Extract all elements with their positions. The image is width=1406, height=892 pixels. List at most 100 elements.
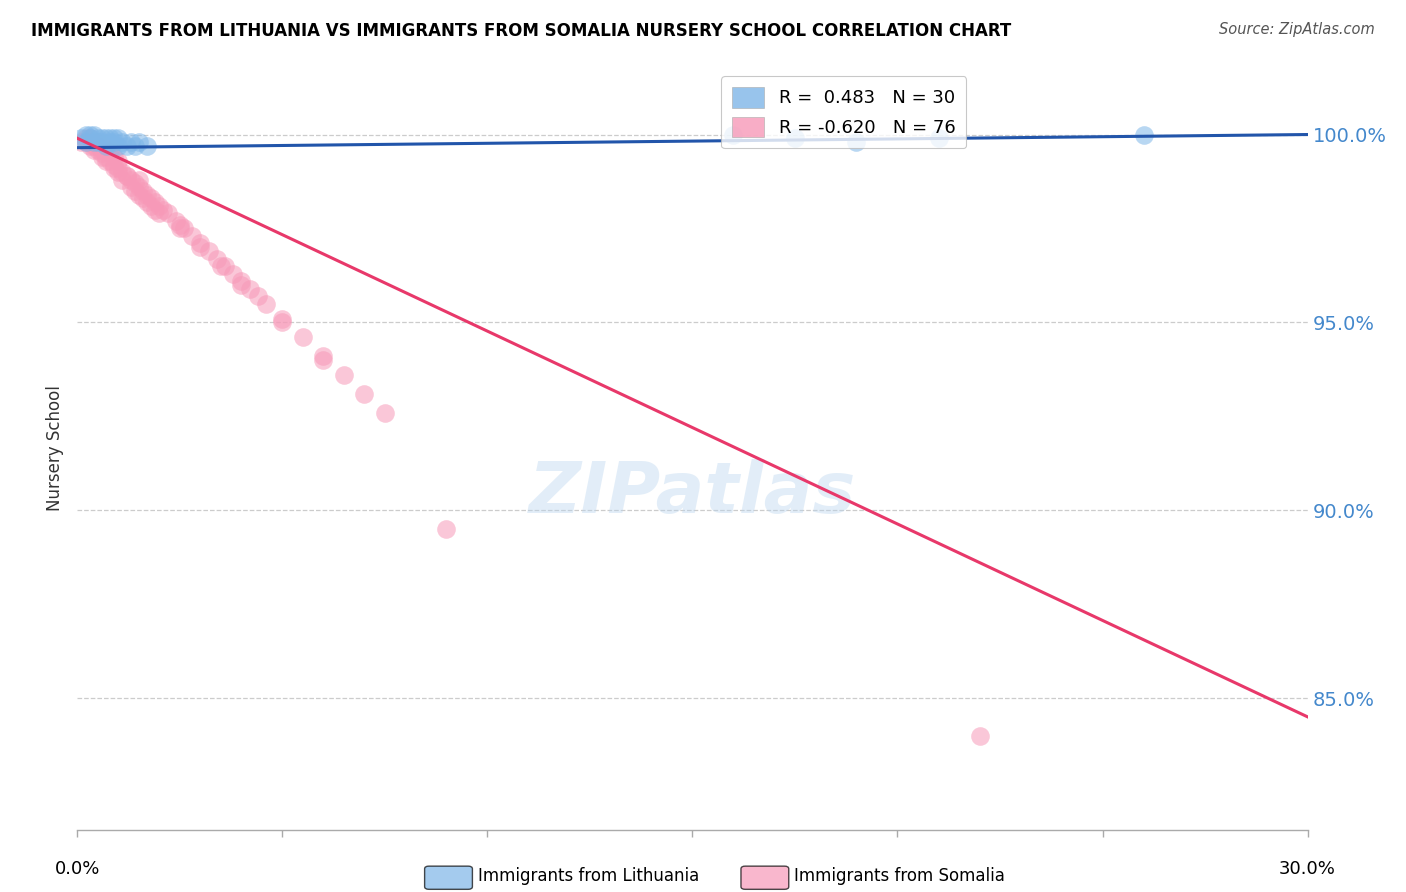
Point xyxy=(148,199,170,213)
Point xyxy=(783,131,806,145)
Point xyxy=(90,135,114,149)
Point xyxy=(83,135,105,149)
Point xyxy=(107,131,129,145)
Point xyxy=(103,158,125,172)
Point xyxy=(75,135,97,149)
Point xyxy=(79,138,101,153)
Point xyxy=(128,187,150,202)
Point xyxy=(132,184,155,198)
Point xyxy=(124,138,146,153)
Point xyxy=(87,131,110,145)
Point xyxy=(312,353,335,368)
Point xyxy=(209,259,232,273)
Point xyxy=(436,522,458,536)
Legend: R =  0.483   N = 30, R = -0.620   N = 76: R = 0.483 N = 30, R = -0.620 N = 76 xyxy=(721,76,966,148)
Point xyxy=(197,244,219,258)
Point xyxy=(103,135,125,149)
Point xyxy=(83,138,105,153)
Point xyxy=(128,135,150,149)
Point xyxy=(333,368,356,382)
Point xyxy=(79,131,101,145)
Point xyxy=(205,252,228,266)
Point xyxy=(70,135,93,149)
Point xyxy=(115,169,138,183)
Point xyxy=(188,236,212,251)
Point xyxy=(107,138,129,153)
Point xyxy=(103,150,125,164)
Point xyxy=(143,202,166,217)
Text: Source: ZipAtlas.com: Source: ZipAtlas.com xyxy=(1219,22,1375,37)
Point xyxy=(75,128,97,142)
Point xyxy=(120,180,142,194)
Point xyxy=(969,729,991,743)
Point xyxy=(173,221,195,235)
Point xyxy=(115,138,138,153)
Point xyxy=(169,221,191,235)
Point xyxy=(124,184,146,198)
Point xyxy=(98,153,121,168)
Point xyxy=(103,161,125,176)
Point xyxy=(214,259,236,273)
Point xyxy=(141,199,163,213)
Point xyxy=(312,349,335,363)
Point xyxy=(222,267,245,281)
Point xyxy=(143,195,166,210)
Point xyxy=(107,153,129,168)
Point xyxy=(87,135,110,149)
Point xyxy=(111,135,134,149)
Point xyxy=(70,131,93,145)
Point xyxy=(239,281,262,295)
Point xyxy=(98,131,121,145)
Point xyxy=(87,138,110,153)
Point xyxy=(231,274,253,288)
Point xyxy=(75,131,97,145)
Point xyxy=(120,135,142,149)
Point xyxy=(83,128,105,142)
Point xyxy=(79,131,101,145)
Point xyxy=(254,296,277,310)
Point xyxy=(165,214,187,228)
Point xyxy=(291,330,314,344)
Point xyxy=(124,177,146,191)
Point xyxy=(94,153,117,168)
Point xyxy=(90,131,114,145)
Point xyxy=(136,187,159,202)
Point xyxy=(141,191,163,205)
Point xyxy=(353,386,375,401)
Point xyxy=(231,277,253,292)
Point xyxy=(148,206,170,220)
Point xyxy=(928,131,950,145)
Point xyxy=(94,150,117,164)
Point xyxy=(98,146,121,161)
Point xyxy=(128,180,150,194)
Point xyxy=(271,315,294,329)
Point xyxy=(128,172,150,186)
Point xyxy=(79,128,101,142)
Point xyxy=(271,311,294,326)
Y-axis label: Nursery School: Nursery School xyxy=(46,385,65,511)
Point xyxy=(132,191,155,205)
Point xyxy=(156,206,179,220)
Point xyxy=(374,405,396,419)
Point xyxy=(90,150,114,164)
Text: 30.0%: 30.0% xyxy=(1279,860,1336,878)
Point xyxy=(75,135,97,149)
Point xyxy=(90,143,114,157)
Text: Immigrants from Somalia: Immigrants from Somalia xyxy=(794,867,1005,885)
Point xyxy=(94,143,117,157)
Point xyxy=(83,143,105,157)
Point xyxy=(79,135,101,149)
Point xyxy=(98,143,121,157)
Text: Immigrants from Lithuania: Immigrants from Lithuania xyxy=(478,867,699,885)
Point xyxy=(1132,128,1154,142)
Point xyxy=(103,131,125,145)
Point xyxy=(845,135,868,149)
Point xyxy=(723,128,745,142)
Point xyxy=(136,138,159,153)
Point xyxy=(107,165,129,179)
Point xyxy=(94,131,117,145)
Point xyxy=(181,229,204,244)
Point xyxy=(246,289,269,303)
Point xyxy=(87,143,110,157)
Point xyxy=(136,195,159,210)
